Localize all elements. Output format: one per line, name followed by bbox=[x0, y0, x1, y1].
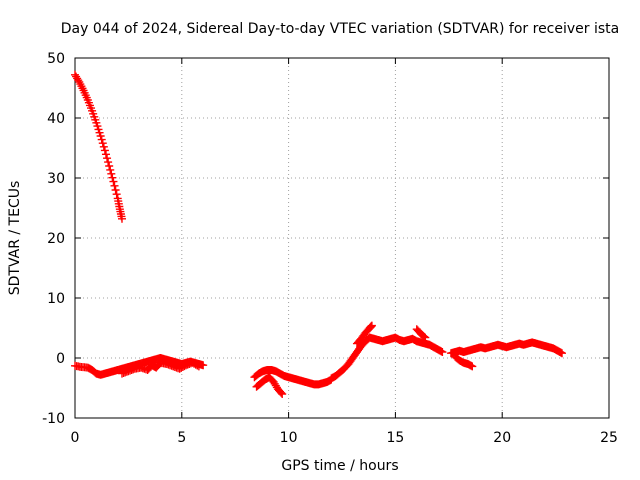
data-point bbox=[107, 169, 116, 178]
x-axis-label: GPS time / hours bbox=[281, 458, 398, 474]
data-point bbox=[98, 139, 107, 148]
data-point bbox=[105, 162, 114, 170]
data-point bbox=[106, 165, 115, 174]
series-arc-8 bbox=[412, 325, 430, 342]
data-point bbox=[99, 142, 108, 151]
y-tick-label: -10 bbox=[42, 411, 65, 427]
data-point bbox=[109, 177, 118, 186]
data-point bbox=[111, 186, 120, 194]
data-point bbox=[420, 332, 429, 341]
x-tick-label: 20 bbox=[493, 430, 511, 446]
y-tick-label: 30 bbox=[47, 171, 65, 187]
series-arc-3 bbox=[117, 358, 203, 378]
data-point bbox=[112, 190, 121, 199]
y-axis-label: SDTVAR / TECUs bbox=[7, 181, 23, 296]
series-arc-6 bbox=[327, 333, 447, 383]
x-tick-label: 15 bbox=[386, 430, 404, 446]
data-point bbox=[194, 362, 203, 371]
data-point bbox=[468, 362, 477, 371]
series-arc-10 bbox=[451, 352, 477, 371]
y-tick-label: 10 bbox=[47, 291, 65, 307]
data-point bbox=[104, 158, 113, 167]
data-point bbox=[97, 135, 106, 144]
x-tick-label: 10 bbox=[280, 430, 298, 446]
data-point bbox=[278, 390, 287, 398]
series-arc-7 bbox=[352, 321, 376, 348]
y-tick-label: 50 bbox=[47, 51, 65, 67]
series-arc-5 bbox=[252, 373, 287, 398]
x-axis-ticks: 0 5 10 15 20 25 bbox=[71, 58, 618, 446]
data-point bbox=[421, 333, 430, 342]
series-arc-1 bbox=[71, 70, 126, 223]
y-axis-ticks: -10 0 10 20 30 40 50 bbox=[42, 51, 609, 427]
data-point bbox=[193, 361, 202, 370]
data-point bbox=[100, 146, 109, 155]
data-point bbox=[558, 349, 567, 358]
data-point bbox=[117, 214, 126, 223]
series-arc-9 bbox=[446, 338, 567, 358]
x-tick-label: 25 bbox=[600, 430, 618, 446]
series-arc-4 bbox=[250, 366, 336, 389]
x-tick-label: 5 bbox=[177, 430, 186, 446]
y-tick-label: 40 bbox=[47, 111, 65, 127]
data-point bbox=[96, 132, 105, 140]
data-point bbox=[101, 150, 110, 159]
y-tick-label: 0 bbox=[56, 351, 65, 367]
data-point bbox=[108, 173, 117, 182]
data-point bbox=[367, 321, 376, 330]
y-tick-label: 20 bbox=[47, 231, 65, 247]
data-point bbox=[438, 348, 447, 356]
chart-title: Day 044 of 2024, Sidereal Day-to-day VTE… bbox=[61, 21, 619, 37]
data-point bbox=[277, 388, 286, 397]
series-layer bbox=[71, 70, 567, 398]
data-point bbox=[103, 154, 112, 163]
x-tick-label: 0 bbox=[71, 430, 80, 446]
data-point bbox=[110, 181, 119, 190]
